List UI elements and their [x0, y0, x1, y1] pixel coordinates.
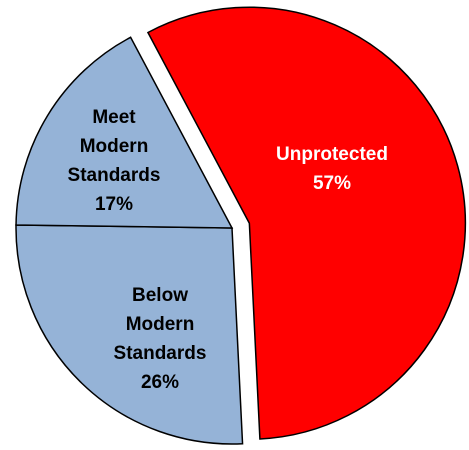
slice-value-label: 57% [313, 173, 351, 194]
slice-value-label: 17% [95, 194, 133, 215]
label-line: Below [132, 285, 188, 306]
slice-label: Unprotected [276, 144, 388, 165]
slice-label: Below Modern Standards [114, 285, 207, 364]
label-line: Modern [126, 314, 195, 335]
slice-label: Meet Modern Standards [68, 107, 161, 186]
label-line: Standards [68, 165, 161, 186]
pie-slice [146, 6, 467, 440]
label-line: Modern [80, 136, 149, 157]
label-line: Standards [114, 343, 207, 364]
pie-slice [15, 224, 244, 445]
pie-slice [15, 36, 234, 229]
slice-value-label: 26% [141, 372, 179, 393]
label-line: Unprotected [276, 144, 388, 165]
label-line: Meet [92, 107, 136, 128]
